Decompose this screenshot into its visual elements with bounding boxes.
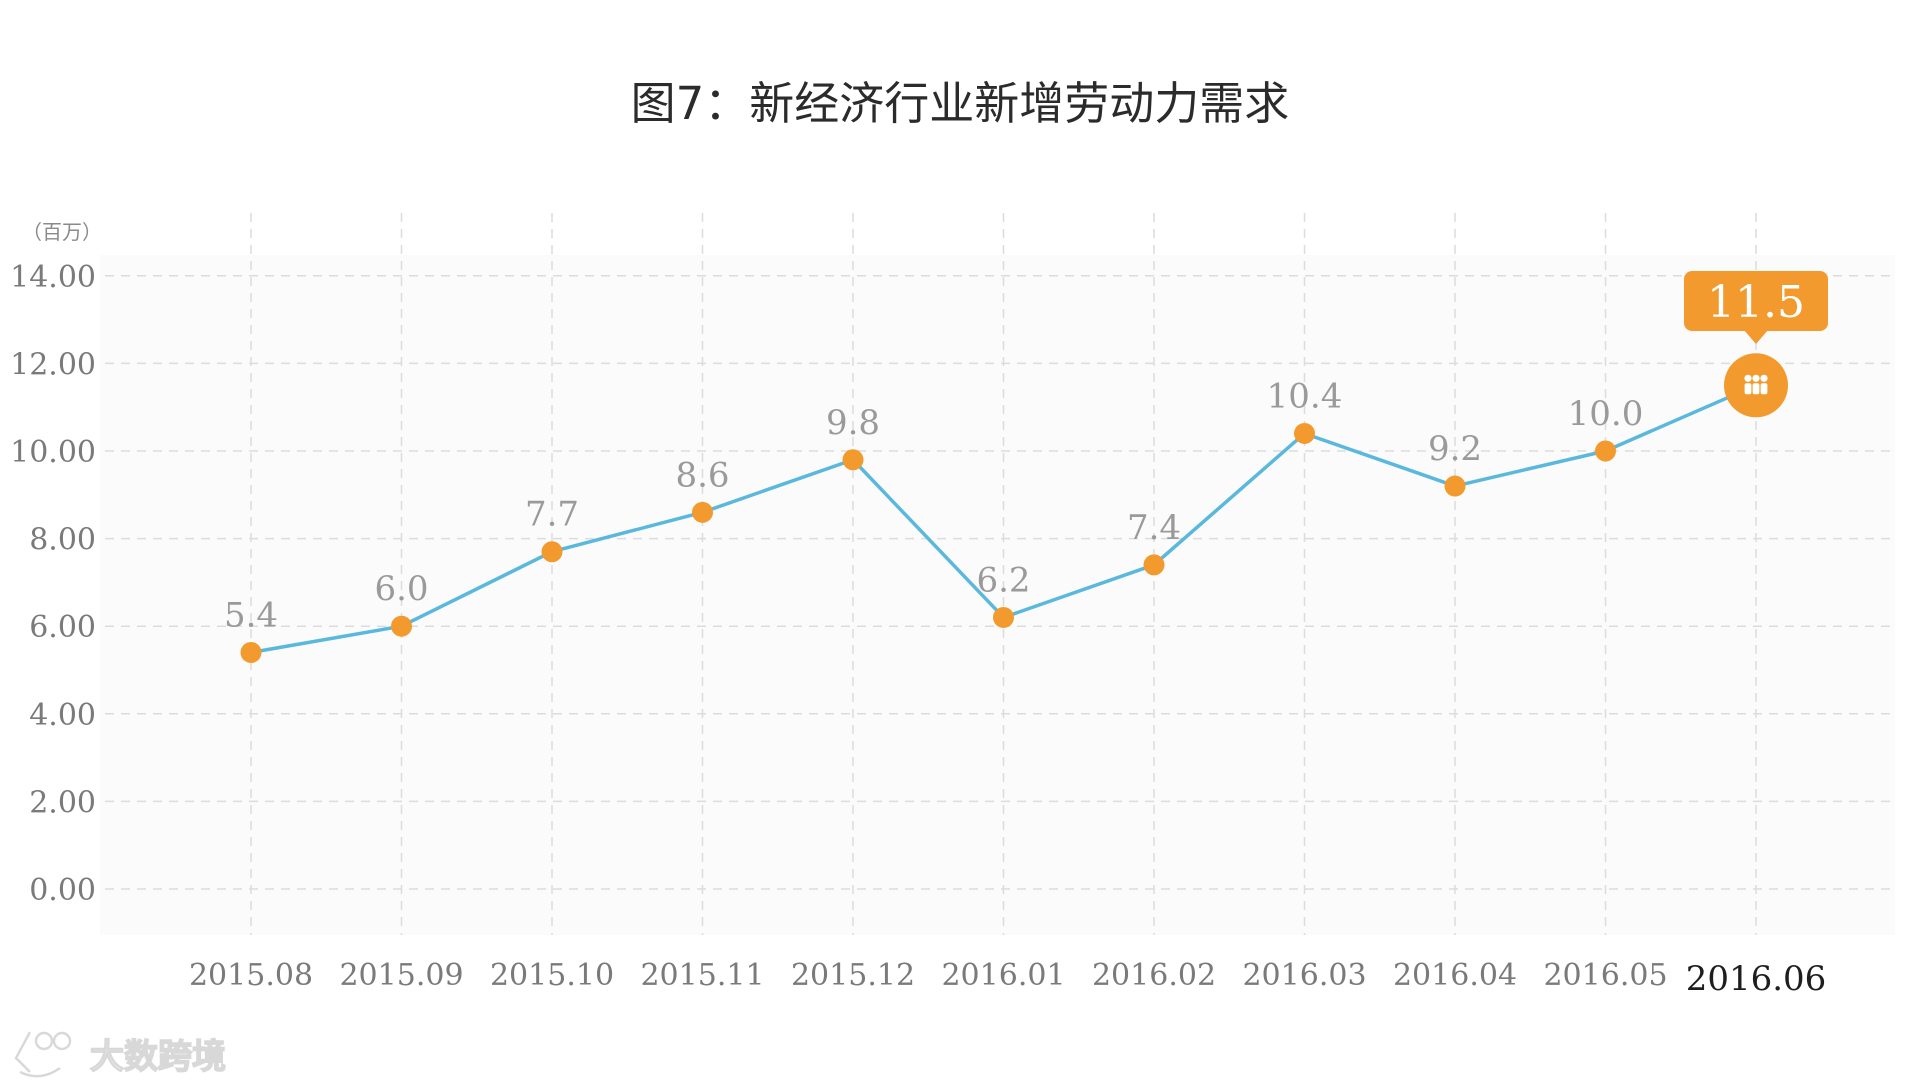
y-axis-unit-label: （百万） bbox=[22, 220, 102, 244]
people-icon bbox=[1744, 374, 1768, 395]
y-tick-label: 6.00 bbox=[29, 610, 96, 645]
x-tick-label: 2016.05 bbox=[1543, 958, 1667, 993]
x-tick-label: 2015.09 bbox=[339, 958, 463, 993]
data-marker bbox=[1294, 422, 1315, 444]
data-marker bbox=[391, 615, 412, 637]
data-marker bbox=[541, 541, 563, 563]
data-label: 9.8 bbox=[826, 403, 880, 443]
x-tick-label: 2015.10 bbox=[490, 958, 614, 993]
data-marker bbox=[1143, 554, 1165, 576]
data-label: 10.4 bbox=[1267, 376, 1343, 416]
watermark: 大数跨境 bbox=[14, 1031, 227, 1078]
data-label: 7.7 bbox=[525, 495, 579, 535]
data-marker bbox=[1444, 475, 1466, 497]
callout-pointer bbox=[1744, 330, 1768, 344]
y-tick-label: 14.00 bbox=[10, 260, 96, 295]
data-markers bbox=[240, 353, 1788, 663]
watermark-text: 大数跨境 bbox=[90, 1037, 226, 1077]
callout-value-label: 11.5 bbox=[1707, 277, 1805, 328]
data-label: 5.4 bbox=[224, 595, 278, 635]
x-tick-label: 2016.02 bbox=[1092, 958, 1216, 993]
data-marker bbox=[993, 606, 1014, 628]
data-label: 7.4 bbox=[1127, 508, 1181, 548]
data-marker bbox=[842, 449, 864, 471]
data-marker bbox=[240, 641, 262, 663]
chart-title: 图7：新经济行业新增劳动力需求 bbox=[631, 77, 1290, 130]
logo-icon bbox=[14, 1031, 72, 1078]
callout-bubble bbox=[1684, 271, 1828, 331]
data-label: 6.0 bbox=[374, 569, 428, 609]
data-marker bbox=[1595, 440, 1616, 462]
x-tick-label: 2015.11 bbox=[640, 958, 764, 993]
x-tick-label: 2016.01 bbox=[941, 958, 1065, 993]
y-tick-label: 12.00 bbox=[10, 347, 96, 382]
x-tick-label: 2016.04 bbox=[1393, 958, 1517, 993]
y-tick-label: 10.00 bbox=[10, 435, 96, 470]
data-labels: 5.4 6.0 7.7 8.6 9.8 6.2 7.4 10.4 9.2 10.0 bbox=[224, 376, 1643, 635]
data-label: 6.2 bbox=[976, 560, 1030, 600]
x-tick-label: 2016.03 bbox=[1242, 958, 1366, 993]
y-axis-tick-labels: 0.00 2.00 4.00 6.00 8.00 10.00 12.00 14.00 bbox=[10, 260, 96, 908]
highlight-callout: 11.5 bbox=[1684, 271, 1828, 344]
data-label: 9.2 bbox=[1428, 429, 1482, 469]
data-marker bbox=[692, 501, 713, 523]
plot-area bbox=[100, 255, 1895, 935]
x-tick-label: 2015.08 bbox=[189, 958, 313, 993]
y-tick-label: 4.00 bbox=[29, 698, 96, 733]
x-tick-label: 2016.06 bbox=[1686, 959, 1827, 999]
y-tick-label: 2.00 bbox=[29, 785, 96, 820]
y-tick-label: 0.00 bbox=[29, 873, 96, 908]
data-label: 8.6 bbox=[675, 455, 729, 495]
data-label: 10.0 bbox=[1568, 394, 1644, 434]
x-axis-tick-labels: 2015.08 2015.09 2015.10 2015.11 2015.12 2016.… bbox=[189, 958, 1826, 999]
y-tick-label: 8.00 bbox=[29, 523, 96, 558]
x-tick-label: 2015.12 bbox=[791, 958, 915, 993]
